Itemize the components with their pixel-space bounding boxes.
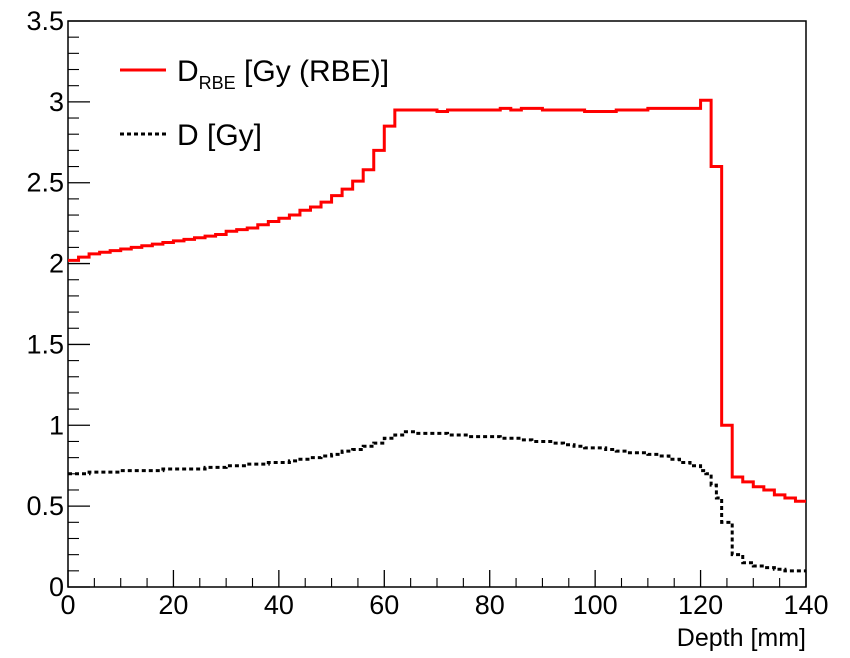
- x-tick-label: 100: [573, 590, 618, 620]
- x-tick-label: 120: [678, 590, 723, 620]
- legend-label-d: D [Gy]: [177, 119, 262, 152]
- y-tick-label: 3.5: [26, 6, 64, 36]
- series-layer: [68, 98, 806, 573]
- y-tick-label: 0: [49, 572, 64, 602]
- x-axis-title: Depth [mm]: [677, 624, 806, 652]
- legend-label-drbe-rest: [Gy (RBE)]: [236, 55, 389, 88]
- y-tick-label: 2.5: [26, 168, 64, 198]
- y-tick-label: 0.5: [26, 491, 64, 521]
- y-tick-label: 1.5: [26, 329, 64, 359]
- x-axis: 0 20 40 60 80 100 120 140: [60, 570, 829, 620]
- legend: DRBE [Gy (RBE)] D [Gy]: [120, 55, 389, 152]
- legend-label-drbe: DRBE [Gy (RBE)]: [177, 55, 389, 93]
- x-tick-label: 20: [158, 590, 188, 620]
- y-tick-label: 2: [49, 249, 64, 279]
- x-tick-label: 60: [369, 590, 399, 620]
- legend-label-drbe-main: D: [177, 55, 199, 88]
- y-axis: 0 0.5 1 1.5 2 2.5 3 3.5: [26, 6, 90, 602]
- x-tick-label: 140: [783, 590, 828, 620]
- y-tick-label: 1: [49, 410, 64, 440]
- series-line-d: [68, 430, 806, 573]
- x-tick-label: 0: [60, 590, 75, 620]
- x-tick-label: 40: [264, 590, 294, 620]
- legend-label-drbe-sub: RBE: [199, 73, 236, 93]
- series-line-drbe: [68, 98, 806, 503]
- x-tick-label: 80: [475, 590, 505, 620]
- plot-frame: [67, 20, 807, 588]
- y-tick-label: 3: [49, 87, 64, 117]
